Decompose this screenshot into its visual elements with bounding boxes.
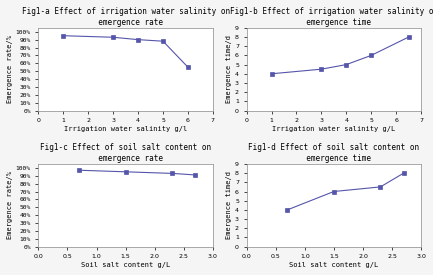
X-axis label: Soil salt content g/L: Soil salt content g/L [289, 262, 378, 268]
X-axis label: Irrigation water salinity g/l: Irrigation water salinity g/l [64, 126, 187, 132]
Title: Fig1-c Effect of soil salt content on
  emergence rate: Fig1-c Effect of soil salt content on em… [40, 143, 211, 163]
Y-axis label: Emergence time/d: Emergence time/d [226, 35, 232, 103]
Title: Fig1-d Effect of soil salt content on
  emergence time: Fig1-d Effect of soil salt content on em… [248, 143, 420, 163]
Y-axis label: Emergence time/d: Emergence time/d [226, 171, 232, 239]
Y-axis label: Emergence rate/%: Emergence rate/% [7, 171, 13, 239]
Title: Fig1-b Effect of irrigation water salinity on
  emergence time: Fig1-b Effect of irrigation water salini… [230, 7, 433, 27]
X-axis label: Soil salt content g/L: Soil salt content g/L [81, 262, 170, 268]
Title: Fig1-a Effect of irrigation water salinity on
  emergence rate: Fig1-a Effect of irrigation water salini… [22, 7, 229, 27]
X-axis label: Irrigation water salinity g/L: Irrigation water salinity g/L [272, 126, 395, 132]
Y-axis label: Emergence rate/%: Emergence rate/% [7, 35, 13, 103]
